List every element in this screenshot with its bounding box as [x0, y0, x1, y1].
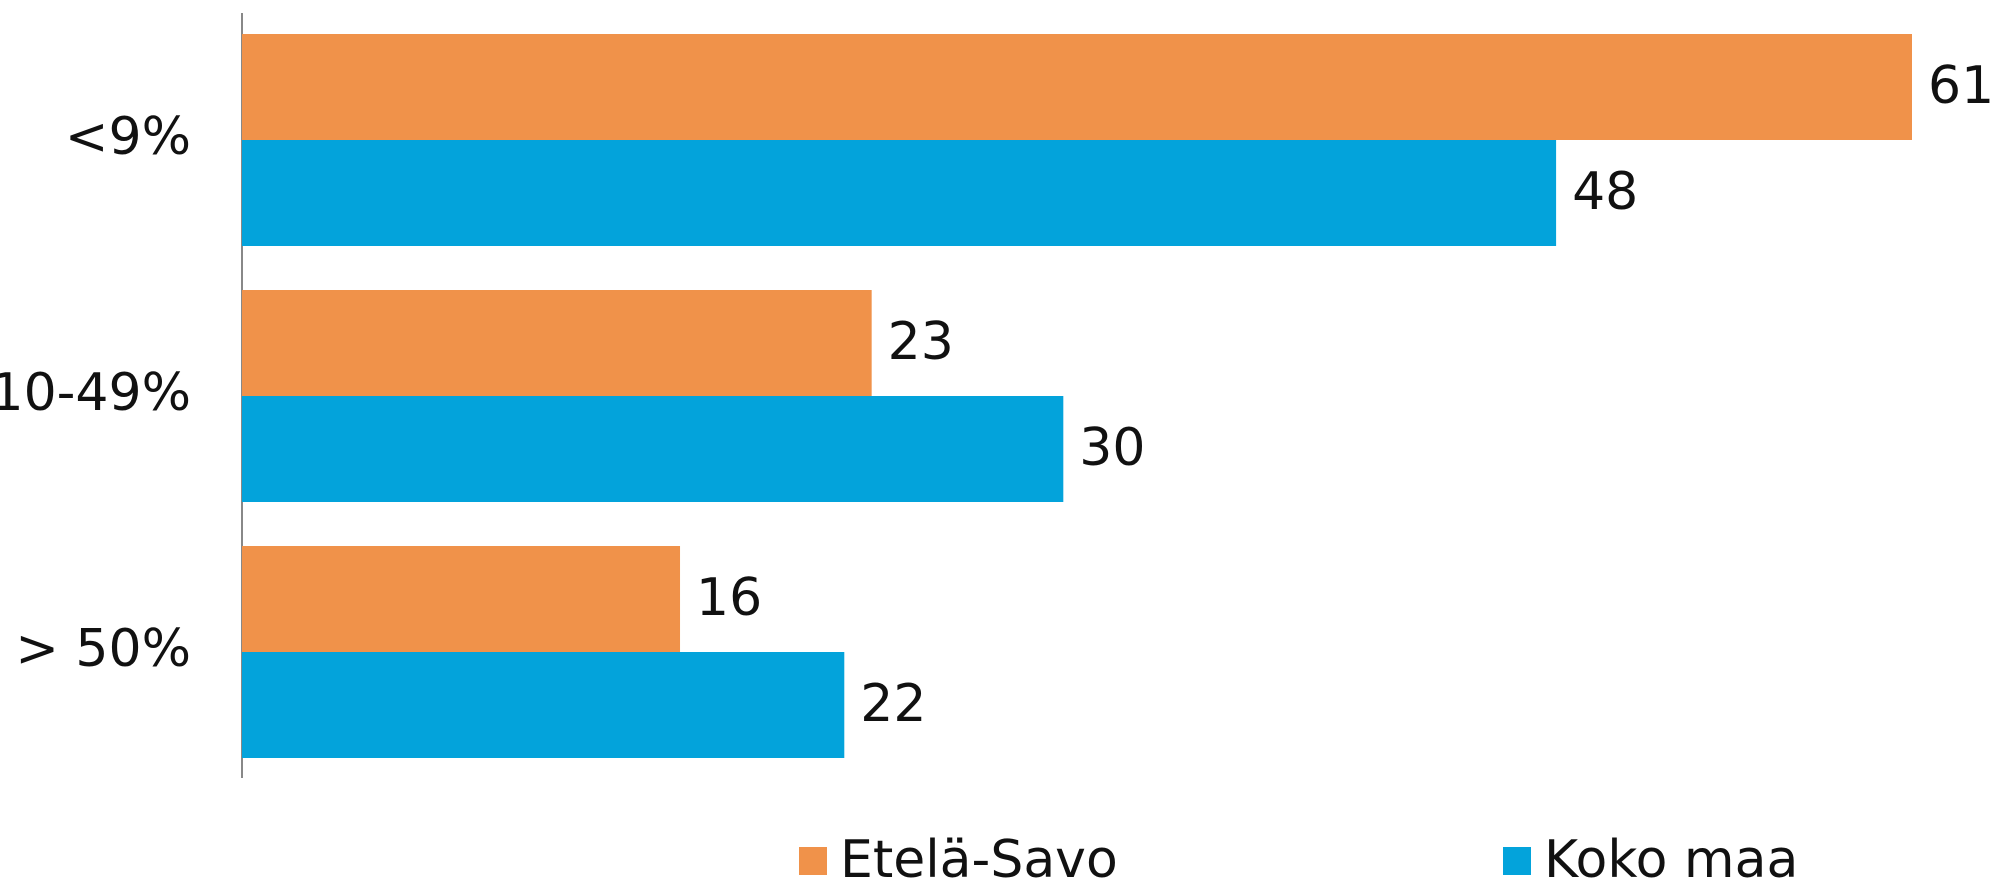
value-label: 22: [860, 674, 926, 734]
bar: [242, 290, 872, 396]
bar: [242, 34, 1912, 140]
value-label: 61: [1928, 56, 1994, 116]
legend-label: Etelä-Savo: [840, 830, 1118, 883]
value-label: 16: [696, 568, 762, 628]
value-label: 48: [1572, 162, 1638, 222]
category-label: = > 50%: [0, 619, 191, 679]
category-label: <9%: [65, 107, 191, 167]
bar: [242, 546, 681, 652]
category-label: 10-49%: [0, 363, 191, 423]
legend-swatch: [799, 847, 827, 875]
legend-swatch: [1503, 847, 1531, 875]
value-label: 30: [1079, 418, 1145, 478]
legend-label: Koko maa: [1544, 830, 1798, 883]
bar: [242, 140, 1557, 246]
value-label: 23: [888, 312, 954, 372]
bar: [242, 396, 1064, 502]
bar: [242, 652, 845, 758]
